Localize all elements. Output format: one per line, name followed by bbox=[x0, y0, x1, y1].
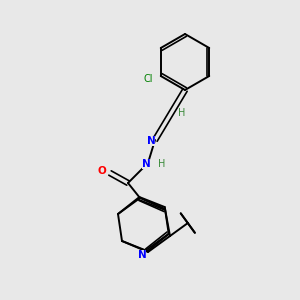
Text: H: H bbox=[158, 159, 166, 169]
Text: Cl: Cl bbox=[143, 74, 153, 84]
Text: H: H bbox=[178, 108, 186, 118]
Text: N: N bbox=[142, 159, 150, 169]
Text: O: O bbox=[98, 166, 106, 176]
Text: N: N bbox=[138, 250, 146, 260]
Text: N: N bbox=[147, 136, 155, 146]
